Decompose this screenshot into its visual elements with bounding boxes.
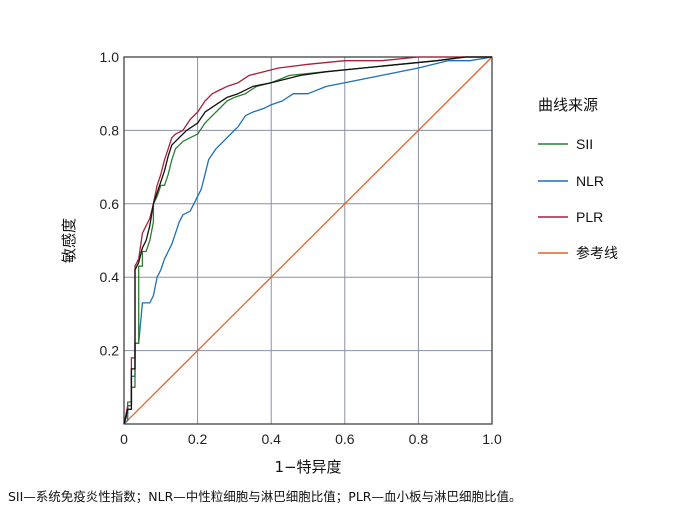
- legend-label: 参考线: [576, 245, 618, 261]
- y-tick-label: 1.0: [100, 49, 120, 65]
- x-tick-label: 0.4: [261, 431, 281, 447]
- series-line-reference: [123, 56, 493, 425]
- x-axis-title: 1−特异度: [274, 458, 341, 476]
- y-tick-label: 0.4: [100, 269, 120, 285]
- figure-caption: SII—系统免疫炎性指数；NLR—中性粒细胞与淋巴细胞比值；PLR—血小板与淋巴…: [8, 489, 522, 504]
- tick-labels: 0 0.2 0.4 0.6 0.8 1.0 0.2 0.4 0.6 0.8 1.0: [100, 49, 502, 447]
- legend-label: SII: [576, 136, 593, 152]
- series-layer: [123, 56, 493, 425]
- x-tick-label: 0.8: [409, 431, 429, 447]
- y-tick-label: 0.8: [100, 122, 120, 138]
- y-tick-label: 0.2: [100, 343, 120, 359]
- series-line-plr: [123, 56, 492, 425]
- y-axis-title: 敏感度: [60, 218, 78, 263]
- legend-label: NLR: [576, 173, 604, 189]
- x-tick-label: 0: [120, 431, 128, 447]
- series-line-sii: [123, 56, 492, 425]
- legend-title: 曲线来源: [538, 96, 598, 114]
- y-tick-label: 0.6: [100, 196, 120, 212]
- x-tick-label: 1.0: [482, 431, 502, 447]
- plot-area: [123, 56, 493, 425]
- x-tick-label: 0.2: [188, 431, 208, 447]
- legend-label: PLR: [576, 209, 603, 225]
- grid: [124, 57, 492, 424]
- legend: SII NLR PLR 参考线: [538, 136, 618, 261]
- x-tick-label: 0.6: [335, 431, 355, 447]
- series-line-black: [123, 56, 492, 425]
